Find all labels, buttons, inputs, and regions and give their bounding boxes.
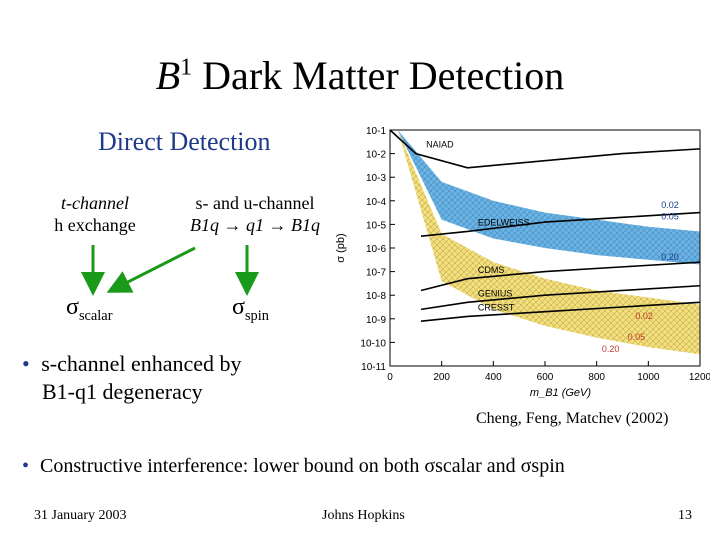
t-channel-line1: t-channel bbox=[61, 193, 129, 213]
series-line-cresst bbox=[420, 301, 701, 322]
s-channel-label: s- and u-channel B1q → q1 → B1q bbox=[175, 192, 335, 236]
y-tick-label: 10-5 bbox=[366, 220, 386, 231]
series-line-genius bbox=[420, 284, 701, 311]
x-axis-label: m_B1 (GeV) bbox=[530, 387, 591, 399]
bullet-dot: • bbox=[22, 351, 30, 376]
y-tick-label: 10-1 bbox=[366, 126, 386, 137]
x-tick-label: 1000 bbox=[637, 372, 660, 383]
bullet-2: • Constructive interference: lower bound… bbox=[22, 455, 565, 477]
y-tick-label: 10-9 bbox=[366, 315, 386, 326]
y-tick-label: 10-10 bbox=[360, 338, 386, 349]
contour-annotation: 0.20 bbox=[602, 344, 620, 354]
series-line-naiad bbox=[389, 129, 701, 169]
x-tick-label: 600 bbox=[537, 372, 554, 383]
y-tick-label: 10-11 bbox=[361, 362, 386, 373]
y-tick-label: 10-4 bbox=[366, 197, 386, 208]
arrow-s-to-scalar bbox=[106, 246, 196, 293]
sigma-spin: σspin bbox=[232, 294, 269, 324]
y-tick-label: 10-3 bbox=[366, 173, 386, 184]
cross-section-chart: NAIAD EDELWEISS CDMS GENIUS CRESST 0 200 400 600… bbox=[335, 126, 710, 399]
series-label-cdms: CDMS bbox=[478, 265, 505, 275]
section-subtitle: Direct Detection bbox=[98, 127, 271, 156]
contour-annotation: 0.05 bbox=[628, 332, 646, 342]
y-tick-label: 10-6 bbox=[366, 244, 386, 255]
y-tick-label: 10-7 bbox=[366, 268, 386, 279]
series-label-naiad: NAIAD bbox=[426, 140, 454, 150]
footer-date: 31 January 2003 bbox=[34, 508, 127, 523]
contour-annotation: 0.05 bbox=[661, 212, 679, 222]
t-channel-line2: h exchange bbox=[54, 215, 136, 235]
citation: Cheng, Feng, Matchev (2002) bbox=[476, 410, 669, 427]
series-label-edelweiss: EDELWEISS bbox=[478, 218, 530, 228]
y-tick-label: 10-8 bbox=[366, 291, 386, 302]
x-tick-label: 400 bbox=[485, 372, 502, 383]
x-tick-label: 800 bbox=[588, 372, 605, 383]
s-channel-line2: B1q → q1 → B1q bbox=[190, 215, 320, 235]
footer-place: Johns Hopkins bbox=[322, 508, 405, 523]
series-line-cdms bbox=[420, 261, 701, 292]
band-hatch-yellow bbox=[397, 130, 700, 355]
t-channel-label: t-channel h exchange bbox=[40, 192, 150, 236]
contour-annotation: 0.02 bbox=[661, 200, 679, 210]
arrows-diagram bbox=[81, 245, 259, 296]
x-tick-label: 200 bbox=[433, 372, 450, 383]
sigma-scalar: σscalar bbox=[66, 294, 113, 324]
s-channel-line1: s- and u-channel bbox=[195, 193, 315, 213]
bullet-dot: • bbox=[22, 455, 30, 477]
y-axis-label: σ (pb) bbox=[335, 233, 347, 262]
contour-annotation: 0.20 bbox=[661, 252, 679, 262]
bullet-1: • s-channel enhanced by B1-q1 degeneracy bbox=[22, 351, 242, 404]
series-label-genius: GENIUS bbox=[478, 288, 513, 298]
series-line-edelweiss bbox=[420, 211, 701, 237]
x-tick-label: 0 bbox=[387, 372, 393, 383]
footer-page-number: 13 bbox=[678, 508, 692, 523]
contour-annotation: 0.02 bbox=[635, 311, 653, 321]
series-label-cresst: CRESST bbox=[478, 303, 515, 313]
page-title: B1 Dark Matter Detection bbox=[155, 53, 565, 98]
x-tick-label: 1200 bbox=[689, 372, 710, 383]
y-tick-label: 10-2 bbox=[366, 150, 386, 161]
